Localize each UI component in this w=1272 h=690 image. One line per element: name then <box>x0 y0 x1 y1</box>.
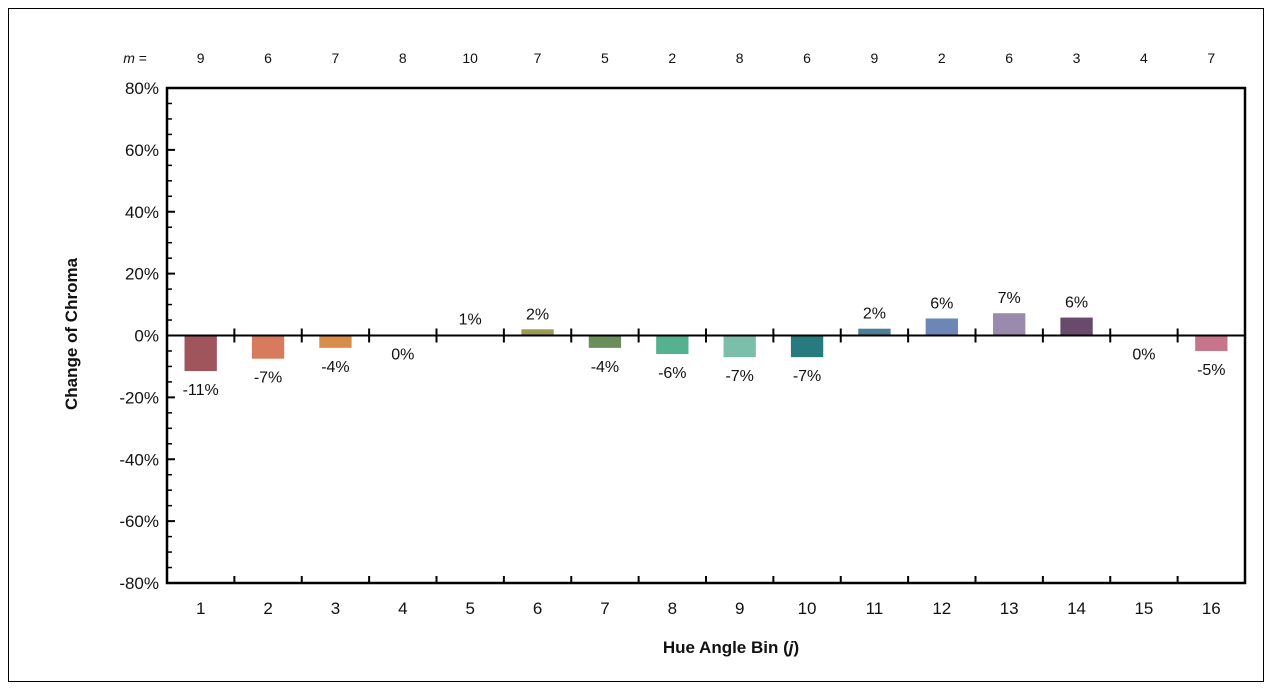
x-tick-label: 1 <box>196 599 205 618</box>
y-tick-label: 80% <box>125 79 159 98</box>
data-labels: -11% -7% -4% 0% 1% 2% -4% -6% -7% -7% 2% 6% 7% 6% 0% -5… <box>183 290 1226 399</box>
bar <box>521 329 554 336</box>
m-value: 2 <box>938 50 946 66</box>
x-tick-label: 12 <box>932 599 951 618</box>
m-value: 2 <box>668 50 676 66</box>
data-label: 6% <box>930 295 953 312</box>
m-value: 6 <box>264 50 272 66</box>
bar <box>993 313 1026 336</box>
data-label: 1% <box>459 312 482 329</box>
y-axis-title: Change of Chroma <box>62 257 81 410</box>
y-tick-label: 0% <box>134 327 159 346</box>
x-tick-label: 10 <box>798 599 817 618</box>
m-value: 7 <box>332 50 340 66</box>
data-label: -5% <box>1197 362 1225 379</box>
x-axis-title: Hue Angle Bin (j) <box>663 638 799 657</box>
x-axis-title-suffix: ) <box>794 638 800 657</box>
bar <box>251 335 285 359</box>
bar <box>656 335 689 355</box>
data-label: 7% <box>998 290 1021 307</box>
bar <box>1195 335 1228 351</box>
y-tick-label: 40% <box>125 203 159 222</box>
y-axis: -80% -60% -40% -20% 0% 20% 40% 60% 80% <box>119 79 175 593</box>
m-value: 8 <box>399 50 407 66</box>
data-label: 2% <box>526 306 549 323</box>
m-row-prefix: m = <box>123 50 147 66</box>
m-value: 4 <box>1140 50 1148 66</box>
bar <box>319 335 352 348</box>
x-tick-label: 7 <box>600 599 609 618</box>
data-label: -6% <box>658 365 686 382</box>
bar <box>790 335 824 358</box>
x-tick-label: 4 <box>398 599 407 618</box>
x-tick-label: 15 <box>1134 599 1153 618</box>
m-value: 6 <box>1005 50 1013 66</box>
x-axis: 1 2 3 4 5 6 7 8 9 10 11 12 13 14 15 16 <box>166 576 1246 618</box>
x-tick-label: 14 <box>1067 599 1086 618</box>
y-tick-label: 20% <box>125 265 159 284</box>
data-label: 0% <box>1132 347 1155 364</box>
bar <box>723 335 756 358</box>
x-tick-label: 8 <box>668 599 677 618</box>
data-label: -11% <box>183 382 219 399</box>
y-tick-label: -20% <box>119 388 159 407</box>
m-prefix-var: m <box>123 50 135 66</box>
bar <box>925 318 958 336</box>
m-value: 3 <box>1073 50 1081 66</box>
x-tick-label: 16 <box>1202 599 1221 618</box>
m-value: 9 <box>871 50 879 66</box>
x-tick-label: 3 <box>331 599 340 618</box>
bar <box>184 335 217 372</box>
data-label: 2% <box>863 306 886 323</box>
bar <box>1060 317 1093 336</box>
bars <box>184 313 1228 372</box>
m-value: 10 <box>462 50 478 66</box>
x-tick-label: 13 <box>1000 599 1019 618</box>
x-axis-title-var: j <box>787 638 795 657</box>
data-label: -7% <box>793 368 821 385</box>
data-label: 0% <box>391 347 414 364</box>
data-label: -7% <box>725 368 753 385</box>
m-value: 9 <box>197 50 205 66</box>
y-tick-label: -80% <box>119 574 159 593</box>
x-axis-title-prefix: Hue Angle Bin ( <box>663 638 789 657</box>
data-label: -7% <box>254 370 282 387</box>
m-row: 9 6 7 8 10 7 5 2 8 6 9 2 6 3 4 7 <box>197 50 1216 66</box>
x-tick-label: 2 <box>263 599 272 618</box>
m-value: 8 <box>736 50 744 66</box>
m-value: 7 <box>534 50 542 66</box>
y-tick-label: 60% <box>125 141 159 160</box>
m-value: 6 <box>803 50 811 66</box>
x-tick-label: 9 <box>735 599 744 618</box>
data-label: -4% <box>591 359 619 376</box>
data-label: 6% <box>1065 295 1088 312</box>
x-tick-label: 6 <box>533 599 542 618</box>
bar <box>858 328 891 336</box>
x-tick-label: 11 <box>866 599 884 618</box>
m-prefix-eq: = <box>135 50 147 66</box>
bar <box>588 335 622 348</box>
x-tick-label: 5 <box>465 599 474 618</box>
zero-line <box>166 328 1246 343</box>
y-tick-label: -60% <box>119 512 159 531</box>
data-label: -4% <box>321 359 349 376</box>
m-value: 5 <box>601 50 609 66</box>
m-value: 7 <box>1207 50 1215 66</box>
y-tick-label: -40% <box>119 450 159 469</box>
